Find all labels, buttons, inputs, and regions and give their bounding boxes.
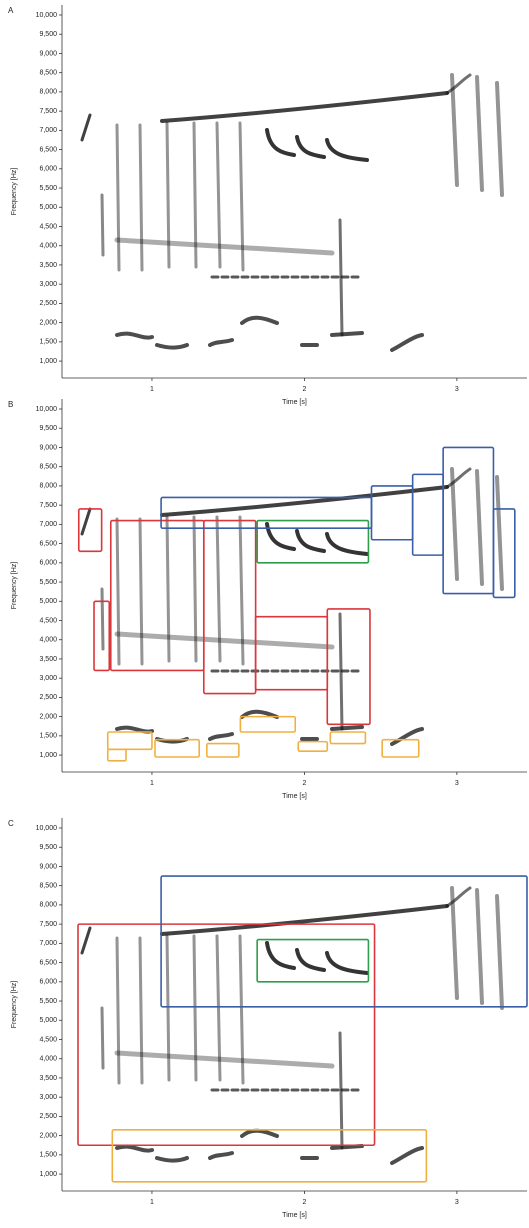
x-tick-label: 1	[150, 386, 154, 393]
annotation-box	[108, 732, 152, 749]
y-tick-label: 4,500	[39, 1036, 57, 1043]
annotation-box	[298, 742, 327, 752]
y-tick-label: 8,000	[39, 89, 57, 96]
y-tick-label: 9,000	[39, 444, 57, 451]
y-tick-label: 2,000	[39, 319, 57, 326]
y-tick-label: 3,000	[39, 281, 57, 288]
y-tick-label: 7,000	[39, 940, 57, 947]
y-tick-label: 3,000	[39, 675, 57, 682]
y-tick-label: 5,000	[39, 598, 57, 605]
y-tick-label: 5,000	[39, 204, 57, 211]
y-tick-label: 3,000	[39, 1094, 57, 1101]
y-tick-label: 8,500	[39, 883, 57, 890]
y-tick-label: 3,500	[39, 1075, 57, 1082]
annotation-box	[327, 609, 370, 724]
y-tick-label: 9,500	[39, 31, 57, 38]
y-tick-label: 8,500	[39, 464, 57, 471]
y-tick-label: 7,500	[39, 108, 57, 115]
y-tick-label: 1,000	[39, 752, 57, 759]
spectrogram-image	[82, 75, 502, 350]
y-tick-label: 7,500	[39, 921, 57, 928]
y-tick-label: 8,500	[39, 70, 57, 77]
x-tick-label: 3	[455, 780, 459, 787]
y-tick-label: 10,000	[36, 406, 58, 413]
annotation-box	[111, 521, 204, 671]
y-tick-label: 5,500	[39, 998, 57, 1005]
panel-label: C	[8, 819, 14, 828]
y-tick-label: 7,000	[39, 127, 57, 134]
annotation-box	[204, 521, 256, 694]
annotation-box	[240, 717, 295, 732]
y-tick-label: 2,000	[39, 1132, 57, 1139]
y-tick-label: 3,500	[39, 656, 57, 663]
x-tick-label: 3	[455, 1199, 459, 1206]
y-tick-label: 5,500	[39, 185, 57, 192]
y-tick-label: 5,000	[39, 1017, 57, 1024]
y-axis-label: Frequency [Hz]	[11, 981, 18, 1029]
x-tick-label: 2	[302, 386, 306, 393]
x-axis-label: Time [s]	[282, 1212, 307, 1219]
y-tick-label: 4,000	[39, 637, 57, 644]
y-tick-label: 4,000	[39, 1056, 57, 1063]
y-tick-label: 9,500	[39, 844, 57, 851]
y-tick-label: 6,000	[39, 979, 57, 986]
annotation-box	[493, 509, 514, 597]
y-tick-label: 1,500	[39, 339, 57, 346]
annotation-box	[330, 732, 365, 744]
y-tick-label: 6,500	[39, 146, 57, 153]
y-axis-label: Frequency [Hz]	[11, 562, 18, 610]
y-tick-label: 4,000	[39, 243, 57, 250]
y-tick-label: 9,000	[39, 50, 57, 57]
y-axis-label: Frequency [Hz]	[11, 168, 18, 216]
annotation-box	[207, 744, 239, 757]
spectrogram-image	[82, 469, 502, 744]
x-axis-label: Time [s]	[282, 793, 307, 800]
y-tick-label: 8,000	[39, 902, 57, 909]
annotation-box	[112, 1130, 426, 1182]
y-tick-label: 1,500	[39, 1152, 57, 1159]
y-tick-label: 6,000	[39, 166, 57, 173]
x-axis-label: Time [s]	[282, 399, 307, 406]
y-tick-label: 8,000	[39, 483, 57, 490]
panel-label: A	[8, 6, 14, 15]
y-tick-label: 1,000	[39, 1171, 57, 1178]
x-tick-label: 2	[302, 780, 306, 787]
y-tick-label: 2,500	[39, 1113, 57, 1120]
y-tick-label: 2,500	[39, 300, 57, 307]
y-tick-label: 1,000	[39, 358, 57, 365]
y-tick-label: 4,500	[39, 617, 57, 624]
annotation-box	[256, 617, 328, 690]
y-tick-label: 10,000	[36, 825, 58, 832]
y-tick-label: 6,500	[39, 540, 57, 547]
y-tick-label: 5,500	[39, 579, 57, 586]
annotation-box	[108, 749, 126, 761]
y-tick-label: 3,500	[39, 262, 57, 269]
y-tick-label: 9,000	[39, 863, 57, 870]
annotation-box	[382, 740, 419, 757]
y-tick-label: 7,500	[39, 502, 57, 509]
y-tick-label: 10,000	[36, 12, 58, 19]
figure: A Frequency [Hz] Time [s] 1,000 1,500 2,000 2,…	[0, 0, 529, 1223]
y-tick-label: 2,000	[39, 713, 57, 720]
y-tick-label: 1,500	[39, 733, 57, 740]
spectrogram-image	[82, 888, 502, 1163]
x-tick-label: 1	[150, 780, 154, 787]
y-tick-label: 6,000	[39, 560, 57, 567]
y-tick-label: 6,500	[39, 959, 57, 966]
x-tick-label: 3	[455, 386, 459, 393]
panel-label: B	[8, 400, 13, 409]
x-tick-label: 2	[302, 1199, 306, 1206]
y-tick-label: 7,000	[39, 521, 57, 528]
y-tick-label: 4,500	[39, 223, 57, 230]
x-tick-label: 1	[150, 1199, 154, 1206]
y-tick-label: 2,500	[39, 694, 57, 701]
y-tick-label: 9,500	[39, 425, 57, 432]
